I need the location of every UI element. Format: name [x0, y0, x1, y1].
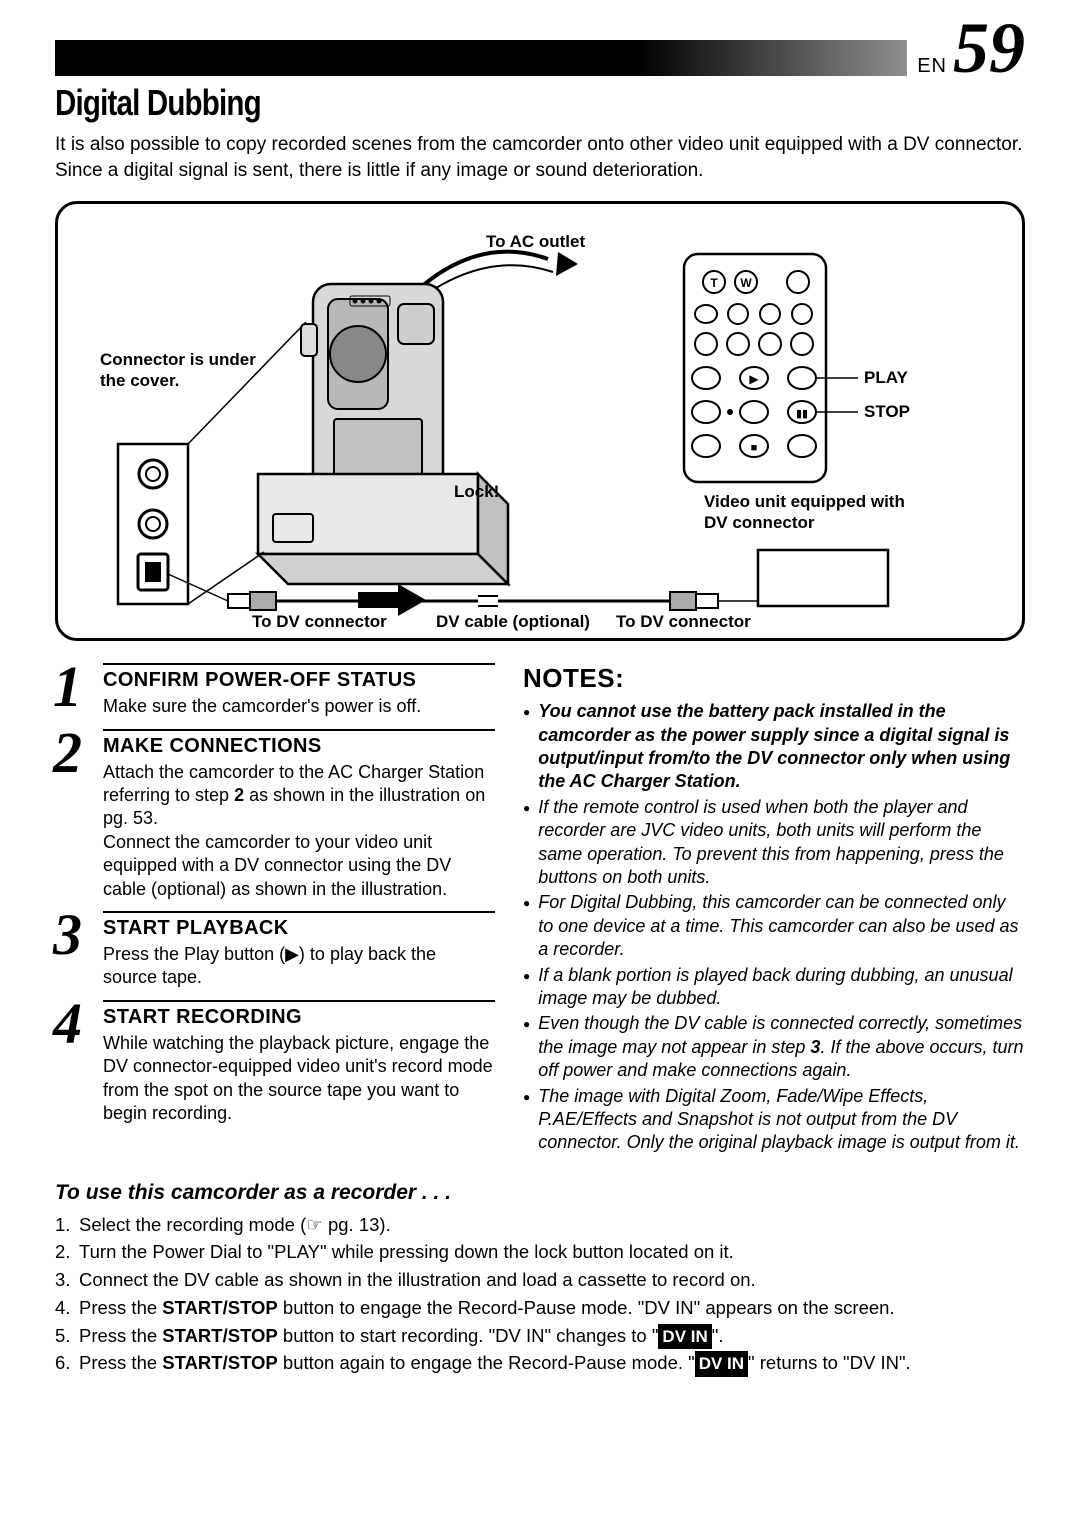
label-stop: STOP [864, 402, 910, 422]
steps-column: 1 CONFIRM POWER-OFF STATUS Make sure the c… [55, 663, 495, 1156]
note-text: For Digital Dubbing, this camcorder can … [538, 891, 1025, 961]
step-number: 3 [53, 915, 82, 956]
recorder-item: 6.Press the START/STOP button again to e… [55, 1349, 1025, 1377]
step-number: 4 [53, 1004, 82, 1045]
step-body: Attach the camcorder to the AC Charger S… [103, 761, 495, 901]
recorder-item-text: Press the START/STOP button to start rec… [79, 1322, 723, 1350]
recorder-item-text: Select the recording mode (☞ pg. 13). [79, 1211, 391, 1239]
step: 3START PLAYBACKPress the Play button (▶)… [103, 911, 495, 990]
step-title: CONFIRM POWER-OFF STATUS [103, 669, 495, 692]
note-text: If the remote control is used when both … [538, 796, 1025, 890]
note-item: For Digital Dubbing, this camcorder can … [523, 891, 1025, 961]
recorder-item-text: Connect the DV cable as shown in the ill… [79, 1266, 756, 1294]
intro-text: It is also possible to copy recorded sce… [55, 132, 1025, 183]
svg-text:▮▮: ▮▮ [796, 408, 808, 420]
connection-diagram: T W ▶ ▮▮ ■ [55, 201, 1025, 641]
recorder-item: 1.Select the recording mode (☞ pg. 13). [55, 1211, 1025, 1239]
step-body: While watching the playback picture, eng… [103, 1032, 495, 1126]
recorder-item-number: 3. [55, 1266, 79, 1294]
page-lang: EN [917, 55, 947, 78]
recorder-item-number: 2. [55, 1238, 79, 1266]
recorder-item: 5.Press the START/STOP button to start r… [55, 1322, 1025, 1350]
remote-w-label: W [740, 276, 752, 290]
recorder-item-number: 6. [55, 1349, 79, 1377]
notes-list: You cannot use the battery pack installe… [523, 700, 1025, 1154]
note-text: If a blank portion is played back during… [538, 964, 1025, 1011]
step-body: Press the Play button (▶) to play back t… [103, 943, 495, 990]
recorder-list: 1.Select the recording mode (☞ pg. 13).2… [55, 1211, 1025, 1378]
recorder-item-text: Press the START/STOP button to engage th… [79, 1294, 895, 1322]
step-title: START RECORDING [103, 1006, 495, 1029]
recorder-item-number: 5. [55, 1322, 79, 1350]
page-num: 59 [953, 20, 1025, 78]
label-dv-cable: DV cable (optional) [436, 612, 590, 632]
step-body: Make sure the camcorder's power is off. [103, 695, 495, 718]
step: 1CONFIRM POWER-OFF STATUSMake sure the c… [103, 663, 495, 718]
recorder-item-number: 1. [55, 1211, 79, 1239]
step-number: 2 [53, 733, 82, 774]
step-title: MAKE CONNECTIONS [103, 735, 495, 758]
note-text: You cannot use the battery pack installe… [538, 700, 1025, 794]
label-ac-outlet: To AC outlet [486, 232, 585, 252]
notes-title: NOTES: [523, 663, 1025, 694]
label-connector-cover: Connector is under the cover. [100, 350, 260, 391]
remote-t-label: T [710, 276, 718, 290]
step-number: 1 [53, 667, 82, 708]
note-item: If a blank portion is played back during… [523, 964, 1025, 1011]
section-title: Digital Dubbing [55, 82, 850, 124]
recorder-section: To use this camcorder as a recorder . . … [55, 1181, 1025, 1378]
recorder-item-text: Turn the Power Dial to "PLAY" while pres… [79, 1238, 734, 1266]
step: 2MAKE CONNECTIONSAttach the camcorder to… [103, 729, 495, 901]
page-number: EN 59 [907, 20, 1025, 78]
recorder-item: 3.Connect the DV cable as shown in the i… [55, 1266, 1025, 1294]
label-dv-right: To DV connector [616, 612, 751, 632]
step-title: START PLAYBACK [103, 917, 495, 940]
label-lock: Lock! [454, 482, 499, 502]
label-video-unit: Video unit equipped with DV connector [704, 492, 914, 533]
notes-column: NOTES: You cannot use the battery pack i… [523, 663, 1025, 1156]
recorder-title: To use this camcorder as a recorder . . … [55, 1181, 1025, 1205]
step: 4START RECORDINGWhile watching the playb… [103, 1000, 495, 1126]
svg-text:■: ■ [751, 442, 758, 454]
recorder-item: 4.Press the START/STOP button to engage … [55, 1294, 1025, 1322]
note-item: If the remote control is used when both … [523, 796, 1025, 890]
recorder-item-text: Press the START/STOP button again to eng… [79, 1349, 911, 1377]
note-item: You cannot use the battery pack installe… [523, 700, 1025, 794]
note-text: The image with Digital Zoom, Fade/Wipe E… [538, 1085, 1025, 1155]
note-item: Even though the DV cable is connected co… [523, 1012, 1025, 1082]
svg-text:▶: ▶ [749, 372, 759, 386]
header-bar: EN 59 [55, 40, 1025, 76]
note-item: The image with Digital Zoom, Fade/Wipe E… [523, 1085, 1025, 1155]
label-play: PLAY [864, 368, 908, 388]
label-dv-left: To DV connector [252, 612, 387, 632]
recorder-item-number: 4. [55, 1294, 79, 1322]
note-text: Even though the DV cable is connected co… [538, 1012, 1025, 1082]
recorder-item: 2.Turn the Power Dial to "PLAY" while pr… [55, 1238, 1025, 1266]
